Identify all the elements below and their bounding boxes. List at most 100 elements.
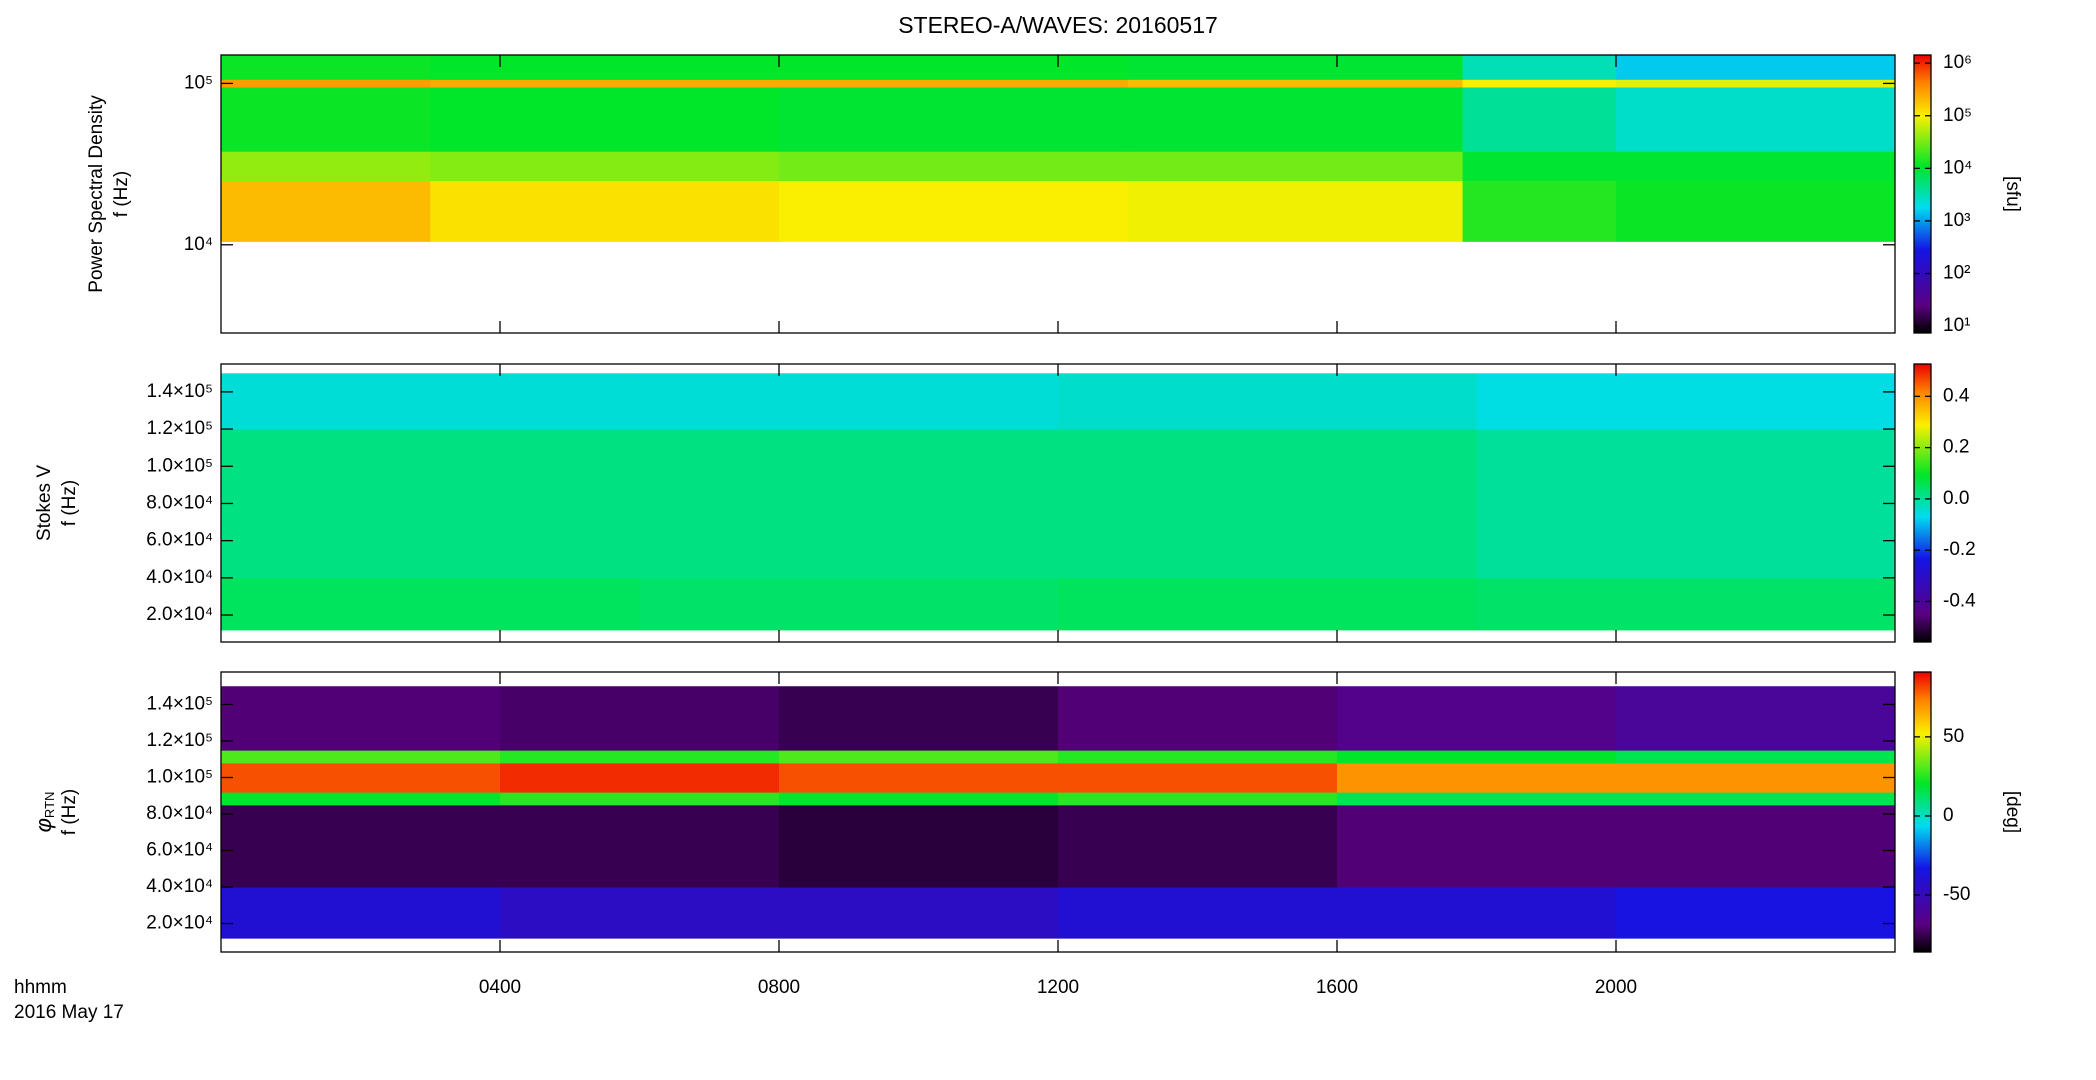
heatmap-cell <box>221 151 431 182</box>
heatmap-cell <box>1462 180 1617 242</box>
heatmap-cell <box>430 55 780 80</box>
y-tick-label: 4.0×10⁴ <box>146 876 213 897</box>
y-tick-label: 8.0×10⁴ <box>146 803 213 824</box>
heatmap-cell <box>1462 79 1617 88</box>
heatmap-cell <box>1476 429 1896 579</box>
y-tick-label: 1.4×10⁵ <box>146 694 213 715</box>
heatmap-cell <box>1058 373 1477 430</box>
heatmap-cell <box>1616 87 1896 152</box>
heatmap-cell <box>1476 577 1896 631</box>
colorbar-tick-label: 10³ <box>1943 210 1970 231</box>
y-tick-label: 1.2×10⁵ <box>146 418 213 439</box>
colorbar <box>1914 672 1931 952</box>
heatmap-cell <box>500 750 780 764</box>
y-tick-label: 4.0×10⁴ <box>146 567 213 588</box>
heatmap-cell <box>1058 686 1338 751</box>
colorbar <box>1914 55 1931 333</box>
heatmap-cell <box>779 87 1129 152</box>
heatmap-cell <box>221 373 640 430</box>
colorbar-tick-label: -50 <box>1943 884 1970 905</box>
heatmap-cell <box>779 792 1059 806</box>
y-tick-label: 10⁴ <box>184 234 213 255</box>
y-tick-label: 1.0×10⁵ <box>146 767 213 788</box>
heatmap-cell <box>221 762 501 793</box>
heatmap-cell <box>1058 577 1477 631</box>
heatmap-cell <box>1616 55 1896 80</box>
heatmap-cell <box>779 887 1059 939</box>
heatmap-cell <box>1127 79 1464 88</box>
y-tick-label: 8.0×10⁴ <box>146 492 213 513</box>
heatmap-cell <box>430 180 780 242</box>
heatmap-cell <box>1462 87 1617 152</box>
y-tick-label: 1.4×10⁵ <box>146 381 213 402</box>
heatmap-cell <box>1616 887 1896 939</box>
heatmap-cell <box>1476 373 1896 430</box>
heatmap-cell <box>639 577 1059 631</box>
heatmap-cell <box>500 762 780 793</box>
heatmap-cell <box>1616 750 1896 764</box>
heatmap-cell <box>221 750 501 764</box>
heatmap-cell <box>779 180 1129 242</box>
quantity-label: Stokes V <box>34 465 55 541</box>
heatmap-cell <box>1337 804 1617 888</box>
x-tick-label: 1200 <box>1037 977 1079 998</box>
heatmap-cell <box>779 686 1059 751</box>
heatmap-cell <box>639 373 1059 430</box>
heatmap-cell <box>1058 429 1477 579</box>
heatmap-cell <box>779 55 1129 80</box>
y-tick-label: 1.2×10⁵ <box>146 730 213 751</box>
heatmap-cell <box>221 79 431 88</box>
x-axis-label: hhmm <box>14 977 67 998</box>
heatmap-cell <box>221 686 501 751</box>
heatmap-cell <box>1462 55 1617 80</box>
y-tick-label: 2.0×10⁴ <box>146 913 213 934</box>
heatmap-cell <box>1337 750 1617 764</box>
colorbar-label: [deg] <box>2002 791 2023 833</box>
colorbar-frame <box>1913 363 1932 643</box>
heatmap-cell <box>500 887 780 939</box>
heatmap-cell <box>1462 151 1617 182</box>
quantity-label: φRTN <box>31 792 58 833</box>
heatmap-cell <box>639 429 1059 579</box>
colorbar-tick-label: 0.2 <box>1943 437 1969 458</box>
heatmap-cell <box>1058 762 1338 793</box>
heatmap-cell <box>221 804 501 888</box>
x-axis-label: 2016 May 17 <box>14 1002 124 1023</box>
heatmap-cell <box>500 804 780 888</box>
heatmap-cell <box>221 180 431 242</box>
colorbar-tick-label: 0 <box>1943 805 1954 826</box>
quantity-subscript: RTN <box>42 792 57 818</box>
colorbar-tick-label: 10⁶ <box>1943 52 1972 73</box>
heatmap-cell <box>1616 762 1896 793</box>
heatmap-cell <box>221 577 640 631</box>
y-axis-label: f (Hz) <box>59 480 80 526</box>
heatmap-cell <box>1127 180 1464 242</box>
heatmap-cell <box>1337 792 1617 806</box>
heatmap-cell <box>1127 151 1464 182</box>
heatmap-cell <box>779 151 1129 182</box>
heatmap-cell <box>221 792 501 806</box>
y-tick-label: 6.0×10⁴ <box>146 530 213 551</box>
x-tick-label: 0800 <box>758 977 800 998</box>
heatmap-cell <box>1058 792 1338 806</box>
colorbar-frame <box>1913 54 1932 334</box>
figure-title: STEREO-A/WAVES: 20160517 <box>898 12 1218 38</box>
colorbar-tick-label: 10⁵ <box>1943 105 1972 126</box>
y-tick-label: 2.0×10⁴ <box>146 604 213 625</box>
heatmap-cell <box>430 87 780 152</box>
colorbar-label: [sfu] <box>2002 176 2023 212</box>
heatmap-cell <box>1058 887 1338 939</box>
heatmap-cell <box>1616 79 1896 88</box>
colorbar-tick-label: 0.0 <box>1943 488 1969 509</box>
colorbar-tick-label: 50 <box>1943 726 1964 747</box>
heatmap-cell <box>221 429 640 579</box>
heatmap-cell <box>500 686 780 751</box>
heatmap-cell <box>1616 792 1896 806</box>
heatmap-cell <box>221 55 431 80</box>
heatmap-cell <box>1058 750 1338 764</box>
heatmap-cell <box>1337 762 1617 793</box>
colorbar-tick-label: -0.2 <box>1943 539 1976 560</box>
y-tick-label: 1.0×10⁵ <box>146 455 213 476</box>
colorbar-tick-label: 10² <box>1943 263 1970 284</box>
heatmap-cell <box>1058 804 1338 888</box>
